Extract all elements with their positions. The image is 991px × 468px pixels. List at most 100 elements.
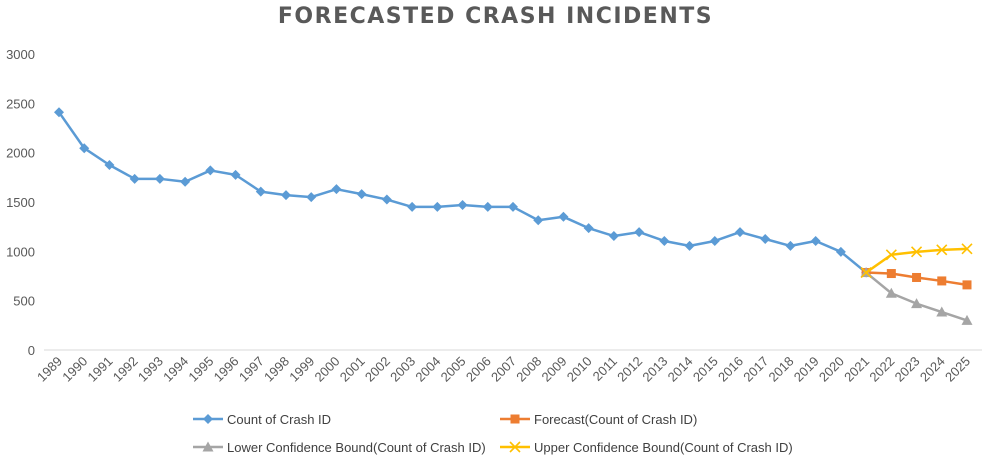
x-tick-label: 1990 bbox=[59, 354, 90, 385]
series-2 bbox=[861, 268, 972, 290]
x-tick-label: 2008 bbox=[513, 354, 544, 385]
legend-marker bbox=[509, 441, 521, 453]
x-tick-label: 2020 bbox=[816, 354, 847, 385]
x-tick-label: 2017 bbox=[740, 354, 771, 385]
x-tick-label: 1994 bbox=[160, 354, 191, 385]
legend-marker bbox=[510, 414, 520, 424]
x-tick-label: 2003 bbox=[387, 354, 418, 385]
x-tick-label: 1989 bbox=[34, 354, 65, 385]
data-point bbox=[810, 235, 821, 246]
data-point bbox=[961, 243, 973, 255]
x-tick-label: 2002 bbox=[362, 354, 393, 385]
x-tick-label: 2005 bbox=[438, 354, 469, 385]
legend-item: Count of Crash ID bbox=[193, 412, 331, 427]
y-axis-ticks: 0 500 1000 1500 2000 2500 3000 bbox=[6, 47, 35, 358]
x-axis-ticks: 1989199019911992199319941995199619971998… bbox=[34, 354, 973, 385]
x-tick-label: 2018 bbox=[766, 354, 797, 385]
data-point bbox=[54, 107, 64, 118]
data-point bbox=[180, 176, 191, 187]
x-tick-label: 1991 bbox=[85, 354, 116, 385]
data-point bbox=[230, 169, 241, 180]
y-tick-label: 0 bbox=[28, 343, 35, 358]
x-tick-label: 1992 bbox=[110, 354, 141, 385]
data-point bbox=[961, 314, 973, 325]
data-point bbox=[457, 199, 468, 210]
legend: Count of Crash ID Forecast(Count of Crash… bbox=[193, 412, 793, 455]
data-point bbox=[129, 173, 140, 184]
data-point bbox=[104, 160, 115, 170]
x-tick-label: 2013 bbox=[639, 354, 670, 385]
series-layer bbox=[54, 107, 973, 325]
x-tick-label: 2021 bbox=[841, 354, 872, 385]
series-4 bbox=[860, 243, 973, 279]
x-tick-label: 1999 bbox=[286, 354, 317, 385]
data-point bbox=[709, 235, 720, 246]
data-point bbox=[331, 184, 342, 195]
x-tick-label: 2016 bbox=[715, 354, 746, 385]
x-tick-label: 2023 bbox=[892, 354, 923, 385]
x-tick-label: 2006 bbox=[463, 354, 494, 385]
x-tick-label: 2022 bbox=[866, 354, 897, 385]
x-tick-label: 2015 bbox=[690, 354, 721, 385]
x-tick-label: 2019 bbox=[791, 354, 822, 385]
data-point bbox=[508, 201, 518, 212]
x-tick-label: 2012 bbox=[614, 354, 645, 385]
data-point bbox=[684, 240, 695, 251]
data-point bbox=[937, 276, 947, 286]
data-point bbox=[205, 165, 216, 176]
data-point bbox=[886, 269, 896, 279]
data-point bbox=[860, 266, 872, 279]
data-point bbox=[659, 235, 670, 246]
x-tick-label: 2009 bbox=[539, 354, 570, 385]
data-point bbox=[760, 234, 771, 244]
y-tick-label: 500 bbox=[13, 294, 35, 309]
data-point bbox=[281, 190, 291, 201]
series-1 bbox=[54, 107, 872, 278]
data-point bbox=[608, 231, 619, 242]
legend-marker bbox=[203, 414, 213, 424]
data-point bbox=[910, 246, 923, 258]
x-tick-label: 2024 bbox=[917, 354, 948, 385]
data-point bbox=[885, 287, 897, 298]
legend-item: Upper Confidence Bound(Count of Crash ID… bbox=[500, 440, 793, 455]
x-tick-label: 2025 bbox=[942, 354, 973, 385]
y-tick-label: 2500 bbox=[6, 96, 35, 111]
data-point bbox=[255, 186, 266, 197]
data-point bbox=[885, 249, 897, 261]
legend-label: Count of Crash ID bbox=[227, 412, 331, 427]
data-point bbox=[634, 227, 645, 238]
data-point bbox=[936, 306, 948, 317]
legend-label: Forecast(Count of Crash ID) bbox=[534, 412, 697, 427]
data-point bbox=[785, 240, 796, 251]
x-tick-label: 1996 bbox=[211, 354, 242, 385]
data-point bbox=[912, 272, 922, 282]
data-point bbox=[533, 215, 544, 226]
x-tick-label: 2001 bbox=[337, 354, 368, 385]
legend-item: Forecast(Count of Crash ID) bbox=[500, 412, 697, 427]
x-tick-label: 1997 bbox=[236, 354, 267, 385]
x-tick-label: 2004 bbox=[412, 354, 443, 385]
x-tick-label: 2000 bbox=[312, 354, 343, 385]
data-point bbox=[79, 143, 90, 154]
legend-marker bbox=[202, 441, 214, 452]
x-tick-label: 2014 bbox=[665, 354, 696, 385]
chart-title: FORECASTED CRASH INCIDENTS bbox=[277, 4, 714, 29]
data-point bbox=[407, 201, 418, 212]
data-point bbox=[356, 189, 367, 200]
y-tick-label: 3000 bbox=[6, 47, 35, 62]
data-point bbox=[583, 223, 594, 234]
data-point bbox=[306, 192, 317, 203]
x-tick-label: 1995 bbox=[185, 354, 216, 385]
data-point bbox=[432, 201, 443, 212]
data-point bbox=[936, 244, 948, 256]
legend-label: Lower Confidence Bound(Count of Crash ID… bbox=[227, 440, 486, 455]
y-tick-label: 1000 bbox=[6, 244, 35, 259]
x-tick-label: 2010 bbox=[564, 354, 595, 385]
x-tick-label: 2007 bbox=[488, 354, 519, 385]
series-line bbox=[57, 111, 867, 274]
data-point bbox=[154, 173, 165, 184]
y-tick-label: 1500 bbox=[6, 195, 35, 210]
legend-label: Upper Confidence Bound(Count of Crash ID… bbox=[534, 440, 793, 455]
data-point bbox=[735, 227, 745, 238]
